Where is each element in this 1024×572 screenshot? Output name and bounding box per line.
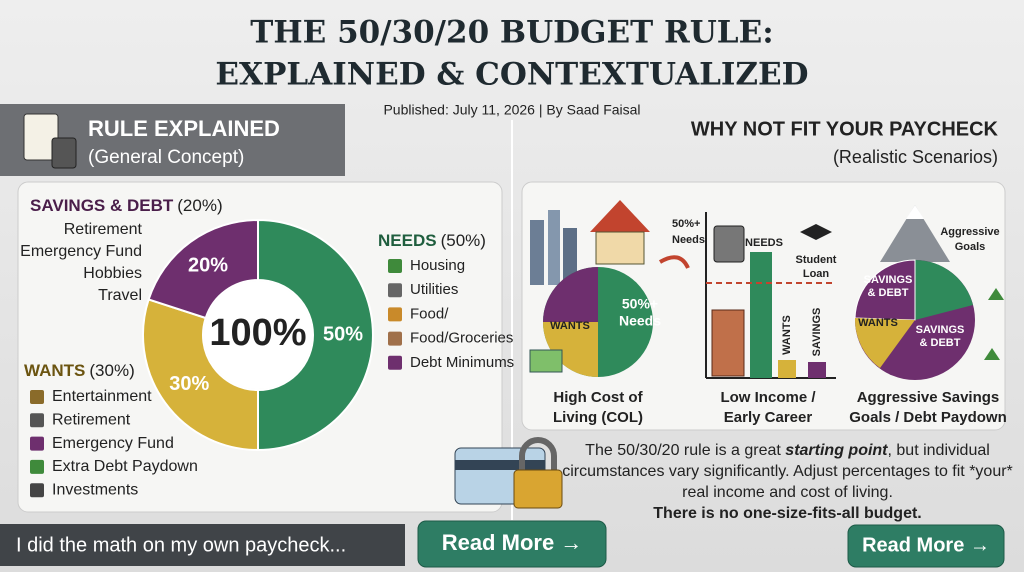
section-subheading: (Realistic Scenarios): [833, 147, 998, 167]
group-share: (20%): [177, 196, 222, 215]
callout: 50%+: [672, 218, 700, 230]
note-text: , but individual circumstances vary sign…: [562, 442, 990, 480]
item-icon: [388, 259, 402, 273]
item-icon: [30, 390, 44, 404]
group-heading: SAVINGS & DEBT (20%): [30, 196, 223, 215]
list-item: Emergency Fund: [20, 243, 142, 260]
list-item: Retirement: [64, 221, 143, 238]
caption: Living (COL): [553, 409, 643, 426]
donut-segment: [142, 298, 259, 452]
slice-label: Needs: [619, 313, 661, 329]
group-share: (30%): [89, 361, 134, 380]
donut-segment: [257, 218, 374, 452]
callout: Loan: [803, 268, 830, 280]
note-text: The 50/30/20 rule is a great: [585, 442, 786, 459]
group-heading: NEEDS (50%): [378, 231, 486, 250]
value-label: 50%: [323, 323, 363, 345]
note: The 50/30/20 rule is a great starting po…: [560, 440, 1015, 524]
section-subheading: (General Concept): [88, 147, 244, 168]
list-item: Travel: [98, 287, 142, 304]
teaser-band: [0, 524, 405, 566]
list-item: Retirement: [52, 412, 131, 429]
button[interactable]: [847, 524, 1005, 568]
callout: Goals: [955, 241, 986, 253]
category-lists: SAVINGS & DEBT (20%) Retirement Emergency F…: [20, 196, 514, 498]
group-heading: WANTS (30%): [24, 361, 135, 380]
group-share: (50%): [441, 231, 486, 250]
list-item: Entertainment: [52, 388, 152, 405]
callout: Needs: [672, 234, 705, 246]
list-item: Investments: [52, 481, 138, 498]
item-icon: [388, 307, 402, 322]
group-name: SAVINGS & DEBT: [30, 196, 174, 215]
scenario-aggressive: Aggressive Goals SAVINGS & DEBT WANTS SA…: [849, 205, 1007, 426]
item-icon: [30, 436, 44, 451]
item-icon: [388, 283, 402, 298]
callout: Student: [796, 254, 837, 266]
callout: Aggressive: [940, 226, 999, 238]
calculator-icon: [51, 137, 77, 169]
bar-label: SAVINGS: [811, 308, 823, 357]
item-icon: [30, 459, 44, 474]
value-label: 30%: [169, 373, 209, 395]
slice-label: & DEBT: [920, 337, 961, 349]
list-item: Emergency Fund: [52, 435, 174, 452]
group-name: WANTS: [24, 361, 85, 380]
item-icon: [30, 483, 44, 498]
bar-label: WANTS: [781, 315, 793, 355]
caption: Aggressive Savings: [857, 389, 1000, 406]
donut-hole: [204, 281, 312, 389]
note-emphasis: starting point: [785, 442, 888, 459]
scenario-low-income: NEEDS WANTS SAVINGS Student Loan Low Inc…: [705, 212, 837, 426]
slice-label: WANTS: [550, 320, 590, 332]
section-heading: RULE EXPLAINED: [88, 116, 280, 141]
button-label[interactable]: Read More →: [862, 534, 990, 556]
slice-label: SAVINGS: [916, 324, 965, 336]
item-icon: [388, 355, 402, 370]
button[interactable]: [417, 520, 607, 568]
caption: High Cost of: [553, 389, 643, 406]
note-bold: There is no one-size-fits-all budget.: [653, 505, 922, 522]
slice-label: 50%+: [622, 296, 658, 312]
group-name: NEEDS: [378, 231, 437, 250]
center-label: 100%: [209, 312, 306, 354]
read-more-button[interactable]: Read More →: [417, 520, 607, 568]
caption: Goals / Debt Paydown: [849, 409, 1007, 426]
list-item: Food/: [410, 305, 449, 322]
donut: 50% 30% 20% 100%: [142, 218, 374, 452]
scenario-high-col: 50%+ Needs WANTS 50%+ Needs High Cost of…: [529, 200, 705, 426]
list-item: Debt Minimums: [410, 354, 514, 371]
clipboard-icon: [23, 113, 59, 161]
item-icon: [388, 331, 402, 346]
value-label: 20%: [188, 255, 228, 277]
title: THE 50/30/20 BUDGET RULE:: [250, 15, 773, 51]
note-text: real income and cost of living.: [682, 484, 893, 501]
list-item: Housing: [410, 257, 465, 274]
bar-label: NEEDS: [745, 237, 783, 249]
read-more-button[interactable]: Read More →: [847, 524, 1005, 568]
teaser: I did the math on my own paycheck...: [16, 534, 346, 556]
list-item: Hobbies: [83, 265, 142, 282]
list-item: Utilities: [410, 281, 458, 298]
button-label[interactable]: Read More →: [442, 530, 583, 555]
list-item: Food/Groceries: [410, 330, 513, 347]
lock-card-icon: [454, 437, 563, 509]
caption: Early Career: [724, 409, 813, 426]
slice-label: WANTS: [858, 317, 898, 329]
byline: Published: July 11, 2026 | By Saad Faisa…: [383, 102, 640, 118]
section-heading: WHY NOT FIT YOUR PAYCHECK: [691, 118, 999, 140]
note-text: *your*: [969, 463, 1013, 480]
caption: Low Income /: [720, 389, 816, 406]
slice-label: & DEBT: [868, 287, 909, 299]
slice-label: SAVINGS: [864, 274, 913, 286]
item-icon: [30, 413, 44, 428]
donut-segment: [147, 218, 259, 320]
title: EXPLAINED & CONTEXTUALIZED: [215, 57, 808, 93]
list-item: Extra Debt Paydown: [52, 458, 198, 475]
